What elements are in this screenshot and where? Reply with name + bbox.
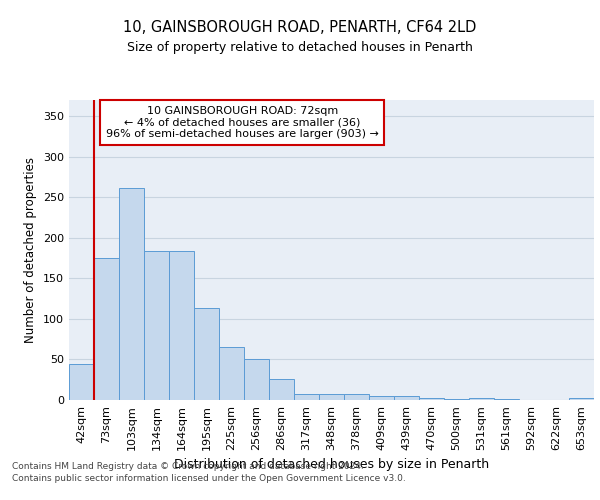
Bar: [244, 360, 269, 400]
Bar: [194, 308, 219, 400]
Y-axis label: Number of detached properties: Number of detached properties: [25, 157, 37, 343]
Bar: [394, 396, 419, 400]
Bar: [569, 398, 594, 400]
Bar: [344, 394, 369, 400]
Bar: [319, 394, 344, 400]
X-axis label: Distribution of detached houses by size in Penarth: Distribution of detached houses by size …: [174, 458, 489, 471]
Bar: [494, 399, 519, 400]
Bar: [169, 251, 194, 400]
Bar: [419, 398, 444, 400]
Bar: [69, 364, 94, 400]
Text: Contains HM Land Registry data © Crown copyright and database right 2024.
Contai: Contains HM Land Registry data © Crown c…: [12, 462, 406, 483]
Bar: [294, 394, 319, 400]
Text: 10 GAINSBOROUGH ROAD: 72sqm
← 4% of detached houses are smaller (36)
96% of semi: 10 GAINSBOROUGH ROAD: 72sqm ← 4% of deta…: [106, 106, 379, 139]
Text: 10, GAINSBOROUGH ROAD, PENARTH, CF64 2LD: 10, GAINSBOROUGH ROAD, PENARTH, CF64 2LD: [124, 20, 476, 35]
Bar: [269, 379, 294, 400]
Bar: [444, 399, 469, 400]
Text: Size of property relative to detached houses in Penarth: Size of property relative to detached ho…: [127, 41, 473, 54]
Bar: [144, 251, 169, 400]
Bar: [219, 348, 244, 400]
Bar: [369, 396, 394, 400]
Bar: [119, 188, 144, 400]
Bar: [469, 398, 494, 400]
Bar: [94, 258, 119, 400]
